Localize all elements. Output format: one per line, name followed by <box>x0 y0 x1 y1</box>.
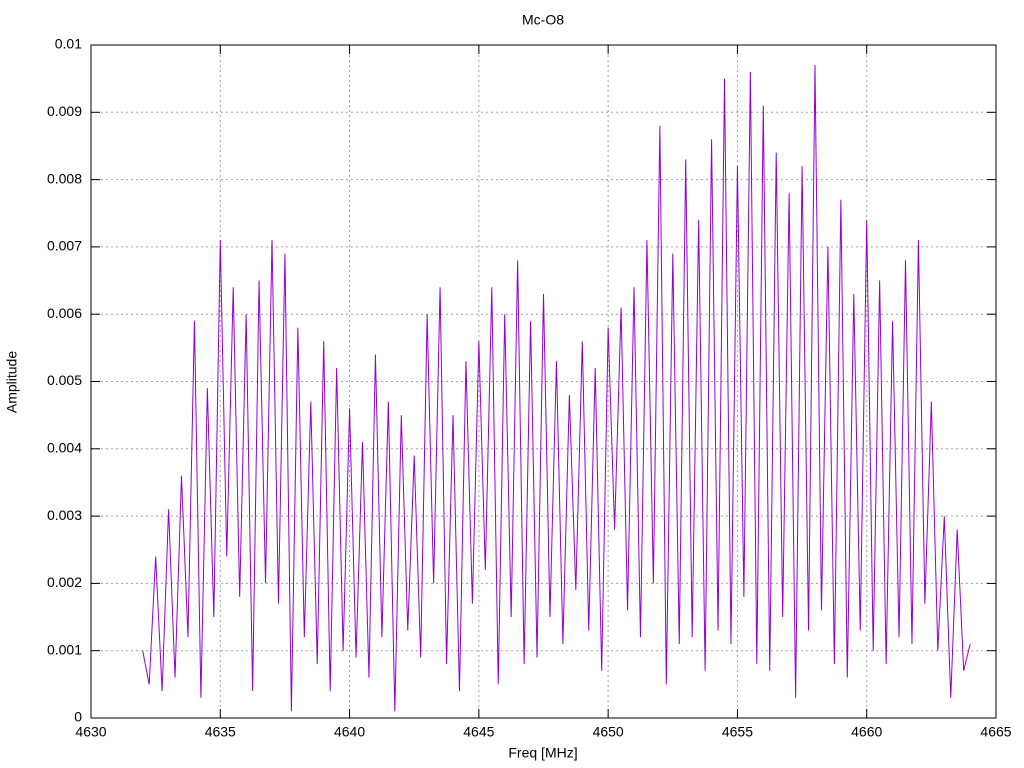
x-tick-label: 4645 <box>463 724 494 740</box>
y-tick-label: 0.006 <box>47 305 82 321</box>
y-tick-label: 0.005 <box>47 372 82 388</box>
x-tick-label: 4640 <box>334 724 365 740</box>
plot-frame <box>90 44 997 719</box>
x-axis-label: Freq [MHz] <box>508 745 577 761</box>
x-tick-label: 4650 <box>593 724 624 740</box>
x-tick-label: 4660 <box>851 724 882 740</box>
x-tick-label: 4665 <box>980 724 1011 740</box>
x-tick-label: 4635 <box>205 724 236 740</box>
y-tick-label: 0.004 <box>47 440 82 456</box>
x-tick-label: 4630 <box>75 724 106 740</box>
data-line <box>142 65 971 712</box>
chart-title: Mc-O8 <box>522 12 564 28</box>
y-tick-label: 0.01 <box>55 36 82 52</box>
y-tick-label: 0.001 <box>47 641 82 657</box>
y-tick-label: 0.007 <box>47 238 82 254</box>
y-tick-label: 0.002 <box>47 574 82 590</box>
y-tick-label: 0.008 <box>47 170 82 186</box>
y-tick-label: 0.003 <box>47 507 82 523</box>
y-axis-label: Amplitude <box>4 351 20 413</box>
x-tick-label: 4655 <box>722 724 753 740</box>
y-tick-label: 0 <box>74 709 82 725</box>
y-tick-label: 0.009 <box>47 103 82 119</box>
